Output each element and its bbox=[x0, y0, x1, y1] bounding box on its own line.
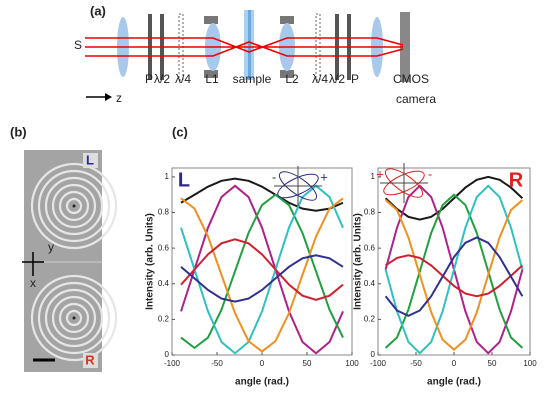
y-axis-label: Intensity (arb. Units) bbox=[145, 213, 156, 310]
polarization-inset bbox=[278, 171, 318, 201]
component-label: λ/2 bbox=[329, 72, 345, 86]
source-label: S bbox=[74, 38, 82, 52]
panel-label: (a) bbox=[90, 3, 106, 18]
y-tick-label: 0.4 bbox=[158, 279, 170, 288]
polarization-inset bbox=[277, 173, 319, 199]
plot-frame bbox=[171, 167, 353, 356]
axis-label: z bbox=[116, 91, 122, 105]
y-tick-label: 0 bbox=[165, 350, 170, 359]
x-tick-label: 100 bbox=[523, 359, 537, 368]
x-tick-label: 100 bbox=[345, 359, 359, 368]
y-axis-label: Intensity (arb. Units) bbox=[353, 213, 364, 310]
x-tick-label: 50 bbox=[303, 359, 312, 368]
x-axis-label: angle (rad.) bbox=[235, 377, 289, 388]
x-axis-label: angle (rad.) bbox=[427, 377, 481, 388]
polarization-inset bbox=[383, 170, 425, 196]
data-line bbox=[180, 254, 344, 303]
axis-label: y bbox=[48, 240, 54, 254]
component-label: λ/4 bbox=[312, 72, 328, 86]
polarization-inset bbox=[384, 168, 424, 198]
y-tick-label: 0.4 bbox=[364, 279, 376, 288]
component-label: L1 bbox=[205, 72, 219, 86]
y-tick-label: 0.6 bbox=[364, 243, 376, 252]
y-tick-label: 0.6 bbox=[158, 243, 170, 252]
data-line bbox=[384, 193, 524, 349]
component-label: λ/2 bbox=[154, 72, 170, 86]
sem-label: R bbox=[85, 352, 95, 367]
component-label: P bbox=[145, 72, 153, 86]
y-tick-label: 0.2 bbox=[158, 314, 170, 323]
component-label: L2 bbox=[285, 72, 299, 86]
camera-label: camera bbox=[396, 92, 436, 106]
data-line bbox=[384, 175, 524, 221]
y-tick-label: 1 bbox=[371, 172, 376, 181]
data-line bbox=[384, 236, 524, 317]
data-line bbox=[384, 184, 524, 355]
data-line bbox=[180, 177, 344, 212]
x-tick-label: -100 bbox=[164, 359, 181, 368]
y-tick-label: 0.8 bbox=[364, 208, 376, 217]
setup-diagram bbox=[85, 10, 410, 101]
data-line bbox=[180, 193, 344, 350]
data-line bbox=[180, 197, 344, 353]
x-tick-label: 0 bbox=[452, 359, 457, 368]
panel-label: (c) bbox=[172, 124, 188, 139]
data-line bbox=[384, 199, 524, 351]
sem-images bbox=[22, 150, 118, 372]
x-tick-label: -50 bbox=[410, 359, 422, 368]
annotation: - bbox=[428, 166, 432, 181]
x-tick-label: -100 bbox=[370, 359, 387, 368]
x-tick-label: 0 bbox=[260, 359, 265, 368]
axis-label: x bbox=[30, 276, 36, 290]
y-tick-label: 0.2 bbox=[364, 314, 376, 323]
annotation: + bbox=[320, 169, 328, 184]
camera-label: CMOS bbox=[393, 72, 429, 86]
component-label: P bbox=[351, 72, 359, 86]
data-line bbox=[385, 254, 524, 298]
chart-title: L bbox=[178, 169, 190, 191]
y-tick-label: 0.8 bbox=[158, 208, 170, 217]
y-tick-label: 0 bbox=[371, 350, 376, 359]
x-tick-label: 50 bbox=[488, 359, 497, 368]
y-tick-label: 1 bbox=[165, 172, 170, 181]
data-line bbox=[180, 238, 344, 301]
annotation: - bbox=[272, 169, 276, 184]
component-label: sample bbox=[233, 72, 272, 86]
data-line bbox=[180, 184, 344, 355]
panel-label: (b) bbox=[10, 124, 27, 139]
sem-label: L bbox=[86, 152, 94, 167]
chart-title: R bbox=[509, 169, 524, 191]
x-tick-label: -50 bbox=[211, 359, 223, 368]
component-label: λ/4 bbox=[175, 72, 191, 86]
annotation: + bbox=[376, 166, 384, 181]
